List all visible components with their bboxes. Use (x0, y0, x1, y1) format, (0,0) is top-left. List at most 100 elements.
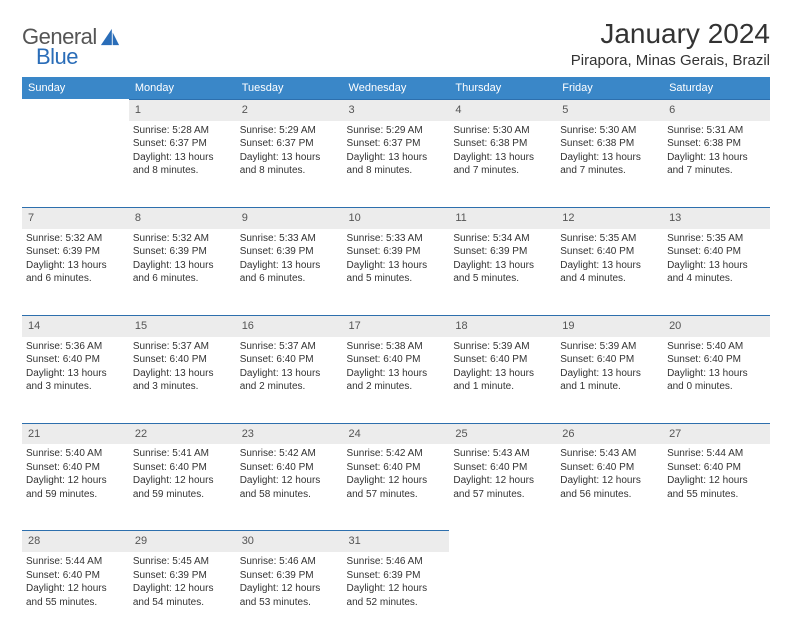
day-cell: Sunrise: 5:36 AMSunset: 6:40 PMDaylight:… (22, 337, 129, 423)
daynum-row: 14151617181920 (22, 315, 770, 337)
calendar-table: SundayMondayTuesdayWednesdayThursdayFrid… (22, 77, 770, 638)
day-details: Sunrise: 5:45 AMSunset: 6:39 PMDaylight:… (133, 552, 232, 609)
day-cell: Sunrise: 5:46 AMSunset: 6:39 PMDaylight:… (343, 552, 450, 638)
day-number: 2 (236, 99, 343, 121)
day-number: 19 (556, 315, 663, 337)
day-details: Sunrise: 5:41 AMSunset: 6:40 PMDaylight:… (133, 444, 232, 501)
day-details: Sunrise: 5:37 AMSunset: 6:40 PMDaylight:… (133, 337, 232, 394)
day-number: 3 (343, 99, 450, 121)
day-details: Sunrise: 5:29 AMSunset: 6:37 PMDaylight:… (240, 121, 339, 178)
day-number: 22 (129, 423, 236, 445)
day-number: 25 (449, 423, 556, 445)
logo-text-blue-wrap: Blue (36, 44, 78, 70)
day-number: 27 (663, 423, 770, 445)
weekday-header: Wednesday (343, 77, 450, 99)
location: Pirapora, Minas Gerais, Brazil (571, 52, 770, 69)
day-number: 23 (236, 423, 343, 445)
day-number: 20 (663, 315, 770, 337)
day-cell: Sunrise: 5:38 AMSunset: 6:40 PMDaylight:… (343, 337, 450, 423)
day-details: Sunrise: 5:46 AMSunset: 6:39 PMDaylight:… (347, 552, 446, 609)
day-details: Sunrise: 5:35 AMSunset: 6:40 PMDaylight:… (667, 229, 766, 286)
day-details: Sunrise: 5:44 AMSunset: 6:40 PMDaylight:… (667, 444, 766, 501)
day-number: 7 (22, 207, 129, 229)
weekday-header: Tuesday (236, 77, 343, 99)
day-details: Sunrise: 5:29 AMSunset: 6:37 PMDaylight:… (347, 121, 446, 178)
day-details: Sunrise: 5:32 AMSunset: 6:39 PMDaylight:… (133, 229, 232, 286)
day-number: 17 (343, 315, 450, 337)
title-block: January 2024 Pirapora, Minas Gerais, Bra… (571, 18, 770, 69)
day-details: Sunrise: 5:38 AMSunset: 6:40 PMDaylight:… (347, 337, 446, 394)
day-cell: Sunrise: 5:34 AMSunset: 6:39 PMDaylight:… (449, 229, 556, 315)
day-number: 15 (129, 315, 236, 337)
day-cell: Sunrise: 5:37 AMSunset: 6:40 PMDaylight:… (129, 337, 236, 423)
day-details: Sunrise: 5:46 AMSunset: 6:39 PMDaylight:… (240, 552, 339, 609)
day-cell: Sunrise: 5:31 AMSunset: 6:38 PMDaylight:… (663, 121, 770, 207)
daynum-row: 123456 (22, 99, 770, 121)
day-cell: Sunrise: 5:42 AMSunset: 6:40 PMDaylight:… (236, 444, 343, 530)
weekday-header: Monday (129, 77, 236, 99)
day-number: 29 (129, 530, 236, 552)
day-details: Sunrise: 5:32 AMSunset: 6:39 PMDaylight:… (26, 229, 125, 286)
day-number: 1 (129, 99, 236, 121)
day-cell: Sunrise: 5:41 AMSunset: 6:40 PMDaylight:… (129, 444, 236, 530)
weekday-header-row: SundayMondayTuesdayWednesdayThursdayFrid… (22, 77, 770, 99)
day-cell (556, 552, 663, 638)
day-details: Sunrise: 5:28 AMSunset: 6:37 PMDaylight:… (133, 121, 232, 178)
day-details: Sunrise: 5:33 AMSunset: 6:39 PMDaylight:… (240, 229, 339, 286)
day-cell: Sunrise: 5:35 AMSunset: 6:40 PMDaylight:… (663, 229, 770, 315)
day-number: 12 (556, 207, 663, 229)
day-details: Sunrise: 5:43 AMSunset: 6:40 PMDaylight:… (560, 444, 659, 501)
day-details: Sunrise: 5:33 AMSunset: 6:39 PMDaylight:… (347, 229, 446, 286)
day-cell: Sunrise: 5:33 AMSunset: 6:39 PMDaylight:… (236, 229, 343, 315)
content-row: Sunrise: 5:40 AMSunset: 6:40 PMDaylight:… (22, 444, 770, 530)
day-number: 14 (22, 315, 129, 337)
day-number: 30 (236, 530, 343, 552)
content-row: Sunrise: 5:32 AMSunset: 6:39 PMDaylight:… (22, 229, 770, 315)
day-number: 10 (343, 207, 450, 229)
weekday-header: Sunday (22, 77, 129, 99)
day-details: Sunrise: 5:34 AMSunset: 6:39 PMDaylight:… (453, 229, 552, 286)
day-number: 9 (236, 207, 343, 229)
day-number: 5 (556, 99, 663, 121)
day-cell: Sunrise: 5:29 AMSunset: 6:37 PMDaylight:… (236, 121, 343, 207)
day-number: 6 (663, 99, 770, 121)
daynum-row: 78910111213 (22, 207, 770, 229)
day-cell: Sunrise: 5:43 AMSunset: 6:40 PMDaylight:… (556, 444, 663, 530)
calendar-body: 123456Sunrise: 5:28 AMSunset: 6:37 PMDay… (22, 99, 770, 638)
day-details: Sunrise: 5:39 AMSunset: 6:40 PMDaylight:… (560, 337, 659, 394)
day-cell: Sunrise: 5:33 AMSunset: 6:39 PMDaylight:… (343, 229, 450, 315)
day-cell: Sunrise: 5:28 AMSunset: 6:37 PMDaylight:… (129, 121, 236, 207)
content-row: Sunrise: 5:36 AMSunset: 6:40 PMDaylight:… (22, 337, 770, 423)
logo-text-blue: Blue (36, 44, 78, 69)
day-details: Sunrise: 5:37 AMSunset: 6:40 PMDaylight:… (240, 337, 339, 394)
weekday-header: Saturday (663, 77, 770, 99)
day-number: 21 (22, 423, 129, 445)
day-number: 31 (343, 530, 450, 552)
day-details: Sunrise: 5:30 AMSunset: 6:38 PMDaylight:… (560, 121, 659, 178)
day-cell: Sunrise: 5:45 AMSunset: 6:39 PMDaylight:… (129, 552, 236, 638)
day-cell: Sunrise: 5:37 AMSunset: 6:40 PMDaylight:… (236, 337, 343, 423)
day-cell: Sunrise: 5:30 AMSunset: 6:38 PMDaylight:… (556, 121, 663, 207)
weekday-header: Thursday (449, 77, 556, 99)
day-details: Sunrise: 5:42 AMSunset: 6:40 PMDaylight:… (240, 444, 339, 501)
day-cell: Sunrise: 5:42 AMSunset: 6:40 PMDaylight:… (343, 444, 450, 530)
day-details: Sunrise: 5:40 AMSunset: 6:40 PMDaylight:… (667, 337, 766, 394)
day-cell: Sunrise: 5:40 AMSunset: 6:40 PMDaylight:… (663, 337, 770, 423)
day-cell: Sunrise: 5:44 AMSunset: 6:40 PMDaylight:… (22, 552, 129, 638)
day-details: Sunrise: 5:40 AMSunset: 6:40 PMDaylight:… (26, 444, 125, 501)
day-details: Sunrise: 5:36 AMSunset: 6:40 PMDaylight:… (26, 337, 125, 394)
day-number: 18 (449, 315, 556, 337)
day-cell: Sunrise: 5:40 AMSunset: 6:40 PMDaylight:… (22, 444, 129, 530)
day-details: Sunrise: 5:31 AMSunset: 6:38 PMDaylight:… (667, 121, 766, 178)
day-cell: Sunrise: 5:30 AMSunset: 6:38 PMDaylight:… (449, 121, 556, 207)
day-number: 13 (663, 207, 770, 229)
day-cell: Sunrise: 5:35 AMSunset: 6:40 PMDaylight:… (556, 229, 663, 315)
day-details: Sunrise: 5:43 AMSunset: 6:40 PMDaylight:… (453, 444, 552, 501)
content-row: Sunrise: 5:28 AMSunset: 6:37 PMDaylight:… (22, 121, 770, 207)
day-cell: Sunrise: 5:46 AMSunset: 6:39 PMDaylight:… (236, 552, 343, 638)
header: General January 2024 Pirapora, Minas Ger… (22, 18, 770, 69)
day-number: 4 (449, 99, 556, 121)
daynum-row: 28293031 (22, 530, 770, 552)
day-cell (449, 552, 556, 638)
content-row: Sunrise: 5:44 AMSunset: 6:40 PMDaylight:… (22, 552, 770, 638)
